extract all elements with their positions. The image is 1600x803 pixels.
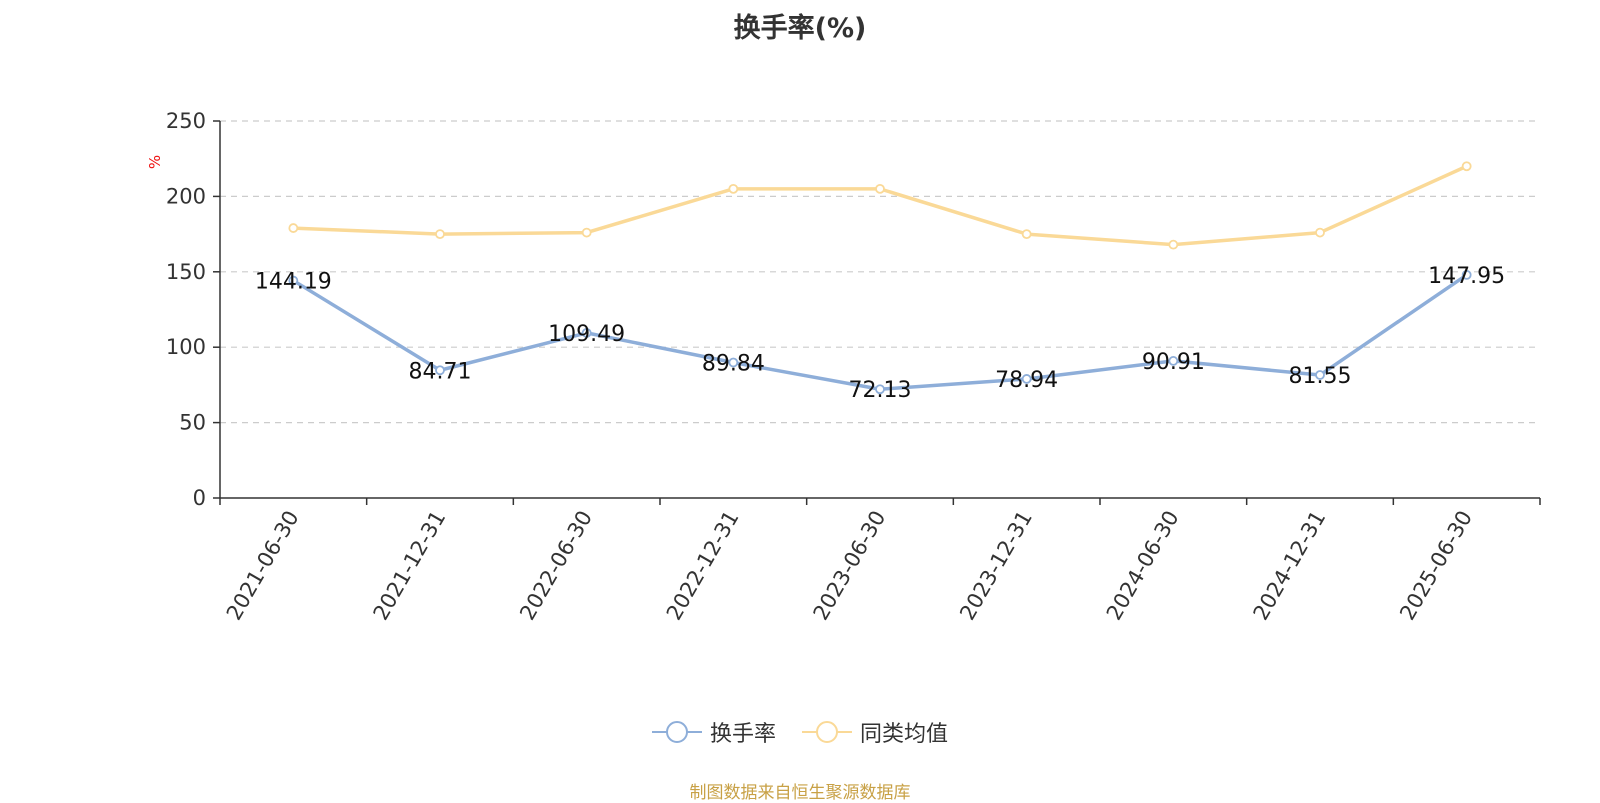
grid-lines bbox=[220, 120, 1540, 424]
series-line bbox=[293, 164, 1468, 247]
data-point bbox=[435, 365, 445, 376]
data-label: 147.95 bbox=[1428, 264, 1505, 289]
x-tick-label: 2021-12-31 bbox=[369, 507, 451, 625]
data-label: 78.94 bbox=[995, 368, 1058, 393]
data-point bbox=[581, 327, 592, 338]
y-tick-label: 50 bbox=[179, 411, 206, 435]
data-label: 90.91 bbox=[1142, 350, 1205, 375]
data-point bbox=[1168, 239, 1179, 250]
x-tick-label: 2022-06-30 bbox=[515, 507, 597, 625]
y-tick-label: 200 bbox=[166, 184, 206, 208]
source-note: 制图数据来自恒生聚源数据库 bbox=[689, 783, 911, 803]
data-labels: 144.19 84.71 109.49 89.84 72.13 78.94 90.91 81.… bbox=[255, 264, 1505, 403]
data-label: 144.19 bbox=[255, 270, 332, 295]
data-point bbox=[435, 229, 445, 240]
legend: 换手率 同类均值 bbox=[0, 716, 1600, 748]
x-tick-label: 2021-06-30 bbox=[222, 507, 304, 625]
data-point bbox=[1461, 161, 1472, 172]
y-tick-label: 0 bbox=[193, 486, 206, 510]
legend-item-turnover[interactable]: 换手率 bbox=[651, 716, 776, 748]
data-point bbox=[1021, 229, 1032, 240]
x-tick-label: 2023-06-30 bbox=[809, 507, 891, 625]
data-point bbox=[875, 183, 885, 194]
data-point bbox=[1461, 269, 1472, 280]
legend-line-circle-icon bbox=[802, 721, 852, 743]
data-point bbox=[581, 227, 592, 238]
data-point bbox=[728, 183, 739, 194]
x-tick-label: 2024-12-31 bbox=[1249, 507, 1331, 625]
data-point bbox=[1315, 370, 1325, 380]
legend-label-peer-average: 同类均值 bbox=[860, 722, 949, 747]
data-point bbox=[1168, 356, 1179, 366]
line-chart: 0 50 100 150 200 250% 2021-06-30 2021-12-31 2022… bbox=[146, 109, 1541, 625]
x-tick-label: 2024-06-30 bbox=[1102, 507, 1184, 625]
chart-title: 换手率(%) bbox=[733, 13, 867, 44]
x-tick-label: 2025-06-30 bbox=[1395, 507, 1477, 625]
y-axis-label: % bbox=[146, 155, 164, 169]
x-tick-label: 2022-12-31 bbox=[662, 507, 744, 625]
data-point bbox=[1315, 227, 1325, 238]
data-label: 81.55 bbox=[1289, 364, 1352, 389]
data-point bbox=[288, 275, 299, 286]
data-label: 72.13 bbox=[849, 378, 912, 403]
y-tick-label: 250 bbox=[166, 109, 206, 133]
legend-item-peer-average[interactable]: 同类均值 bbox=[802, 716, 948, 748]
series-lines bbox=[288, 161, 1472, 395]
data-point bbox=[288, 223, 299, 233]
data-point bbox=[875, 384, 885, 395]
data-point bbox=[1021, 374, 1032, 384]
data-label: 89.84 bbox=[702, 352, 765, 377]
data-point bbox=[728, 357, 739, 368]
data-label: 84.71 bbox=[409, 359, 472, 384]
y-tick-label: 100 bbox=[166, 335, 206, 359]
legend-line-circle-icon bbox=[651, 721, 702, 743]
legend-label-turnover: 换手率 bbox=[709, 722, 776, 747]
y-tick-label: 150 bbox=[166, 260, 206, 284]
x-tick-label: 2023-12-31 bbox=[955, 507, 1037, 625]
data-label: 109.49 bbox=[548, 322, 625, 347]
